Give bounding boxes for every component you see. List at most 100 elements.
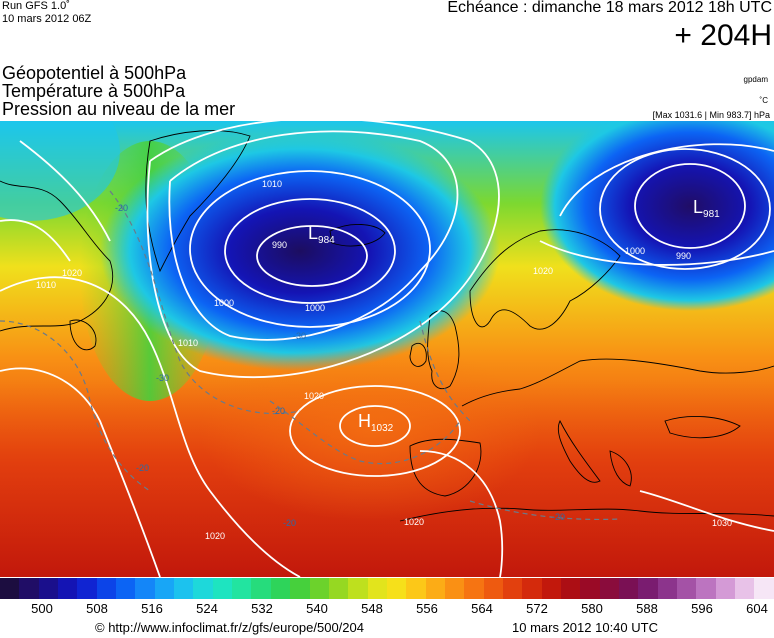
britain-coast	[427, 310, 460, 390]
svg-text:1000: 1000	[214, 298, 234, 308]
colorbar-swatch	[619, 578, 639, 599]
svg-text:990: 990	[272, 240, 287, 250]
colorbar-swatch	[580, 578, 600, 599]
iberia-coast	[409, 438, 482, 497]
pressure-range: [Max 1031.6 | Min 983.7] hPa	[652, 110, 770, 120]
colorbar-swatch	[135, 578, 155, 599]
isobars	[0, 121, 774, 577]
colorbar-swatch	[174, 578, 194, 599]
colorbar-tick-label: 564	[471, 601, 493, 616]
colorbar-swatch	[599, 578, 619, 599]
colorbar-tick-label: 556	[416, 601, 438, 616]
svg-text:1000: 1000	[305, 303, 325, 313]
colorbar-swatch	[754, 578, 774, 599]
colorbar-swatch	[638, 578, 658, 599]
isotherm-labels: -20 -30 -30 -20 -20 -20 -20	[115, 203, 565, 528]
weather-map: L984 L981 H1032 1010 1020 1010 990 1000 …	[0, 121, 774, 577]
colorbar-swatch	[96, 578, 117, 599]
colorbar-swatch	[502, 578, 523, 599]
svg-text:-20: -20	[283, 518, 296, 528]
colorbar-swatch	[715, 578, 736, 599]
svg-text:1020: 1020	[205, 531, 225, 541]
high-center: H1032	[358, 411, 394, 434]
svg-text:-20: -20	[552, 512, 565, 522]
svg-text:1010: 1010	[178, 338, 198, 348]
svg-text:-30: -30	[156, 373, 169, 383]
colorbar-swatch	[309, 578, 329, 599]
colorbar-tick-label: 532	[251, 601, 273, 616]
italy-coast	[557, 419, 601, 483]
low-center-west: L984	[308, 223, 335, 246]
lead-time: + 204H	[674, 19, 772, 52]
colorbar-swatch	[464, 578, 484, 599]
colorbar-swatch	[154, 578, 175, 599]
ireland-coast	[409, 342, 427, 367]
colorbar-swatch	[735, 578, 755, 599]
europe-coast	[461, 358, 774, 407]
low-center-east: L981	[693, 197, 720, 220]
source-url: © http://www.infoclimat.fr/z/gfs/europe/…	[95, 620, 364, 635]
colorbar-tick-label: 580	[581, 601, 603, 616]
svg-text:1010: 1010	[262, 179, 282, 189]
svg-text:1020: 1020	[404, 517, 424, 527]
svg-text:1020: 1020	[62, 268, 82, 278]
colorbar-swatch	[58, 578, 78, 599]
colorbar-tick-label: 500	[31, 601, 53, 616]
iceland-coast	[329, 224, 386, 247]
high-warm-color	[200, 341, 540, 521]
svg-text:1000: 1000	[625, 246, 645, 256]
colorbar-tick-label: 524	[196, 601, 218, 616]
svg-text:-20: -20	[272, 406, 285, 416]
colorbar-tick-label: 604	[746, 601, 768, 616]
svg-text:-20: -20	[115, 203, 128, 213]
colorbar-swatch	[290, 578, 310, 599]
colorbar-tick-label: 540	[306, 601, 328, 616]
isotherms	[0, 190, 621, 521]
colorbar-swatch	[541, 578, 561, 599]
run-date: 10 mars 2012 06Z	[2, 13, 92, 25]
greece-coast	[609, 450, 632, 487]
colorbar-tick-label: 508	[86, 601, 108, 616]
north-america-coast	[0, 180, 114, 332]
north-africa-coast	[399, 507, 774, 522]
svg-text:1010: 1010	[36, 280, 56, 290]
geopotential-colorbar	[0, 578, 774, 599]
black-sea-coast	[664, 416, 741, 439]
scandinavia-coast	[469, 229, 621, 330]
svg-text:-20: -20	[136, 463, 149, 473]
generation-time: 10 mars 2012 10:40 UTC	[512, 620, 658, 635]
colorbar-swatch	[0, 578, 20, 599]
colorbar-swatch	[251, 578, 271, 599]
colorbar-tick-label: 572	[526, 601, 548, 616]
colorbar-swatch	[19, 578, 39, 599]
low-west-color	[100, 131, 500, 371]
colorbar-swatch	[522, 578, 542, 599]
isobar-labels: 1010 1020 1010 990 1000 1000 1010 1020 1…	[36, 179, 732, 541]
colorbar-ticks: 500 508 516 524 532 540 548 556 564 572 580 588 596 6…	[0, 601, 774, 617]
svg-text:1020: 1020	[533, 266, 553, 276]
parameter-temperature: Température à 500hPa	[2, 81, 186, 101]
svg-text:1030: 1030	[712, 518, 732, 528]
colorbar-swatch	[406, 578, 426, 599]
colorbar-swatch	[677, 578, 697, 599]
svg-text:-30: -30	[293, 331, 306, 341]
colorbar-swatch	[77, 578, 97, 599]
colorbar-swatch	[696, 578, 716, 599]
colorbar-tick-label: 516	[141, 601, 163, 616]
colorbar-tick-label: 596	[691, 601, 713, 616]
colorbar-swatch	[116, 578, 136, 599]
colorbar-swatch	[367, 578, 387, 599]
colorbar-swatch	[270, 578, 291, 599]
colorbar-swatch	[328, 578, 349, 599]
colorbar-swatch	[386, 578, 407, 599]
newfoundland-coast	[69, 319, 97, 351]
parameter-pressure: Pression au niveau de la mer	[2, 99, 236, 119]
unit-celsius: ˚C	[759, 96, 768, 105]
colorbar-swatch	[193, 578, 213, 599]
colorbar-swatch	[483, 578, 503, 599]
run-label: Run GFS 1.0˚	[2, 0, 70, 12]
colorbar-swatch	[212, 578, 233, 599]
colorbar-tick-label: 588	[636, 601, 658, 616]
colorbar-tick-label: 548	[361, 601, 383, 616]
colorbar-swatch	[560, 578, 581, 599]
